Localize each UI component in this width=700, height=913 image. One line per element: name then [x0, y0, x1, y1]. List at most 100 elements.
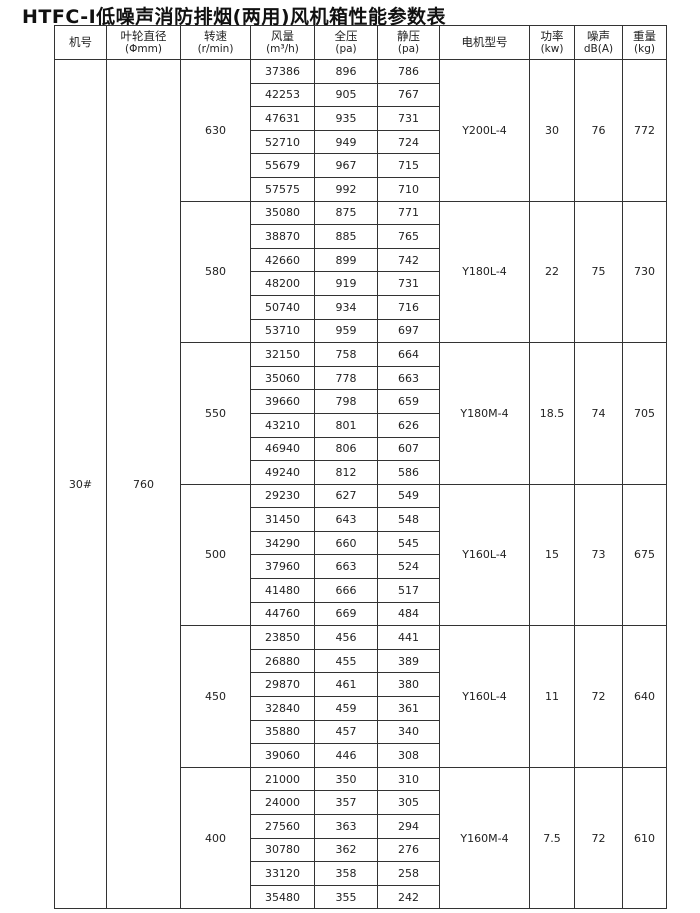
- header-flow: 风量 (m³/h): [250, 25, 315, 60]
- total-pressure-cell: 959: [314, 318, 378, 344]
- total-pressure-cell: 885: [314, 224, 378, 249]
- table-row: 46940 806 607: [55, 436, 667, 462]
- flow-cell: 43210: [250, 412, 315, 438]
- noise-cell: 75: [574, 200, 623, 344]
- table-row: 53710 959 697: [55, 318, 667, 344]
- total-pressure-cell: 905: [314, 82, 378, 108]
- table-row: 39660 798 659: [55, 389, 667, 414]
- total-pressure-cell: 362: [314, 837, 378, 863]
- flow-cell: 26880: [250, 648, 315, 674]
- static-pressure-cell: 310: [377, 766, 440, 792]
- flow-cell: 33120: [250, 861, 315, 886]
- flow-cell: 39060: [250, 743, 315, 768]
- power-cell: 11: [529, 625, 575, 768]
- flow-cell: 47631: [250, 106, 315, 131]
- header-power: 功率 (kw): [529, 25, 575, 60]
- table-row: 29870 461 380: [55, 672, 667, 698]
- flow-cell: 35060: [250, 365, 315, 391]
- table-row: 500 29230 627 549 Y160L-4 15 73 675: [55, 483, 667, 627]
- flow-cell: 32150: [250, 342, 315, 367]
- flow-cell: 44760: [250, 601, 315, 627]
- total-pressure-cell: 627: [314, 483, 378, 509]
- table-row: 49240 812 586: [55, 460, 667, 485]
- flow-cell: 49240: [250, 460, 315, 485]
- motor-cell: Y180L-4: [439, 200, 530, 344]
- flow-cell: 32840: [250, 696, 315, 721]
- flow-cell: 41480: [250, 578, 315, 603]
- header-row: 机号 叶轮直径 (Φmm) 转速 (r/min) 风量 (m³/h) 全压 (pa) 静…: [54, 25, 667, 60]
- static-pressure-cell: 305: [377, 790, 440, 815]
- speed-cell: 580: [180, 200, 251, 344]
- static-pressure-cell: 545: [377, 530, 440, 556]
- static-pressure-cell: 731: [377, 106, 440, 131]
- table-row: 37960 663 524: [55, 554, 667, 580]
- speed-cell: 400: [180, 766, 251, 910]
- motor-cell: Y180M-4: [439, 342, 530, 485]
- static-pressure-cell: 697: [377, 318, 440, 344]
- static-pressure-cell: 742: [377, 247, 440, 273]
- noise-cell: 76: [574, 59, 623, 202]
- static-pressure-cell: 258: [377, 861, 440, 886]
- total-pressure-cell: 896: [314, 59, 378, 84]
- total-pressure-cell: 350: [314, 766, 378, 792]
- motor-cell: Y160M-4: [439, 766, 530, 910]
- total-pressure-cell: 358: [314, 861, 378, 886]
- flow-cell: 35880: [250, 719, 315, 745]
- total-pressure-cell: 935: [314, 106, 378, 131]
- total-pressure-cell: 459: [314, 696, 378, 721]
- flow-cell: 37386: [250, 59, 315, 84]
- static-pressure-cell: 659: [377, 389, 440, 414]
- table-row: 39060 446 308: [55, 743, 667, 768]
- power-cell: 7.5: [529, 766, 575, 910]
- table-row: 550 32150 758 664 Y180M-4 18.5 74 705: [55, 342, 667, 485]
- weight-cell: 610: [622, 766, 667, 910]
- flow-cell: 55679: [250, 153, 315, 178]
- total-pressure-cell: 456: [314, 625, 378, 650]
- total-pressure-cell: 798: [314, 389, 378, 414]
- header-diameter: 叶轮直径 (Φmm): [106, 25, 181, 60]
- static-pressure-cell: 786: [377, 59, 440, 84]
- static-pressure-cell: 242: [377, 884, 440, 910]
- table-row: 38870 885 765: [55, 224, 667, 249]
- speed-cell: 550: [180, 342, 251, 485]
- static-pressure-cell: 484: [377, 601, 440, 627]
- static-pressure-cell: 380: [377, 672, 440, 698]
- table-row: 41480 666 517: [55, 578, 667, 603]
- weight-cell: 640: [622, 625, 667, 768]
- static-pressure-cell: 276: [377, 837, 440, 863]
- static-pressure-cell: 716: [377, 294, 440, 320]
- total-pressure-cell: 666: [314, 578, 378, 603]
- table-row: 55679 967 715: [55, 153, 667, 178]
- table-row: 34290 660 545: [55, 530, 667, 556]
- table-row: 30# 760 630 37386 896 786 Y200L-4 30 76 772: [54, 58, 667, 910]
- total-pressure-cell: 919: [314, 271, 378, 296]
- static-pressure-cell: 724: [377, 129, 440, 155]
- total-pressure-cell: 801: [314, 412, 378, 438]
- static-pressure-cell: 731: [377, 271, 440, 296]
- static-pressure-cell: 771: [377, 200, 440, 226]
- total-pressure-cell: 663: [314, 554, 378, 580]
- table-row: 26880 455 389: [55, 648, 667, 674]
- total-pressure-cell: 357: [314, 790, 378, 815]
- flow-cell: 52710: [250, 129, 315, 155]
- header-model: 机号: [54, 25, 107, 60]
- static-pressure-cell: 710: [377, 176, 440, 202]
- total-pressure-cell: 355: [314, 884, 378, 910]
- flow-cell: 50740: [250, 294, 315, 320]
- total-pressure-cell: 446: [314, 743, 378, 768]
- flow-cell: 30780: [250, 837, 315, 863]
- total-pressure-cell: 992: [314, 176, 378, 202]
- motor-cell: Y160L-4: [439, 483, 530, 627]
- flow-cell: 27560: [250, 814, 315, 839]
- table-row: 400 21000 350 310 Y160M-4 7.5 72 610: [55, 766, 667, 910]
- static-pressure-cell: 765: [377, 224, 440, 249]
- static-pressure-cell: 340: [377, 719, 440, 745]
- flow-cell: 38870: [250, 224, 315, 249]
- page-title: HTFC-Ⅰ低噪声消防排烟(两用)风机箱性能参数表: [22, 6, 447, 28]
- total-pressure-cell: 643: [314, 507, 378, 532]
- header-noise: 噪声 dB(A): [574, 25, 623, 60]
- total-pressure-cell: 363: [314, 814, 378, 839]
- total-pressure-cell: 875: [314, 200, 378, 226]
- weight-cell: 705: [622, 342, 667, 485]
- weight-cell: 730: [622, 200, 667, 344]
